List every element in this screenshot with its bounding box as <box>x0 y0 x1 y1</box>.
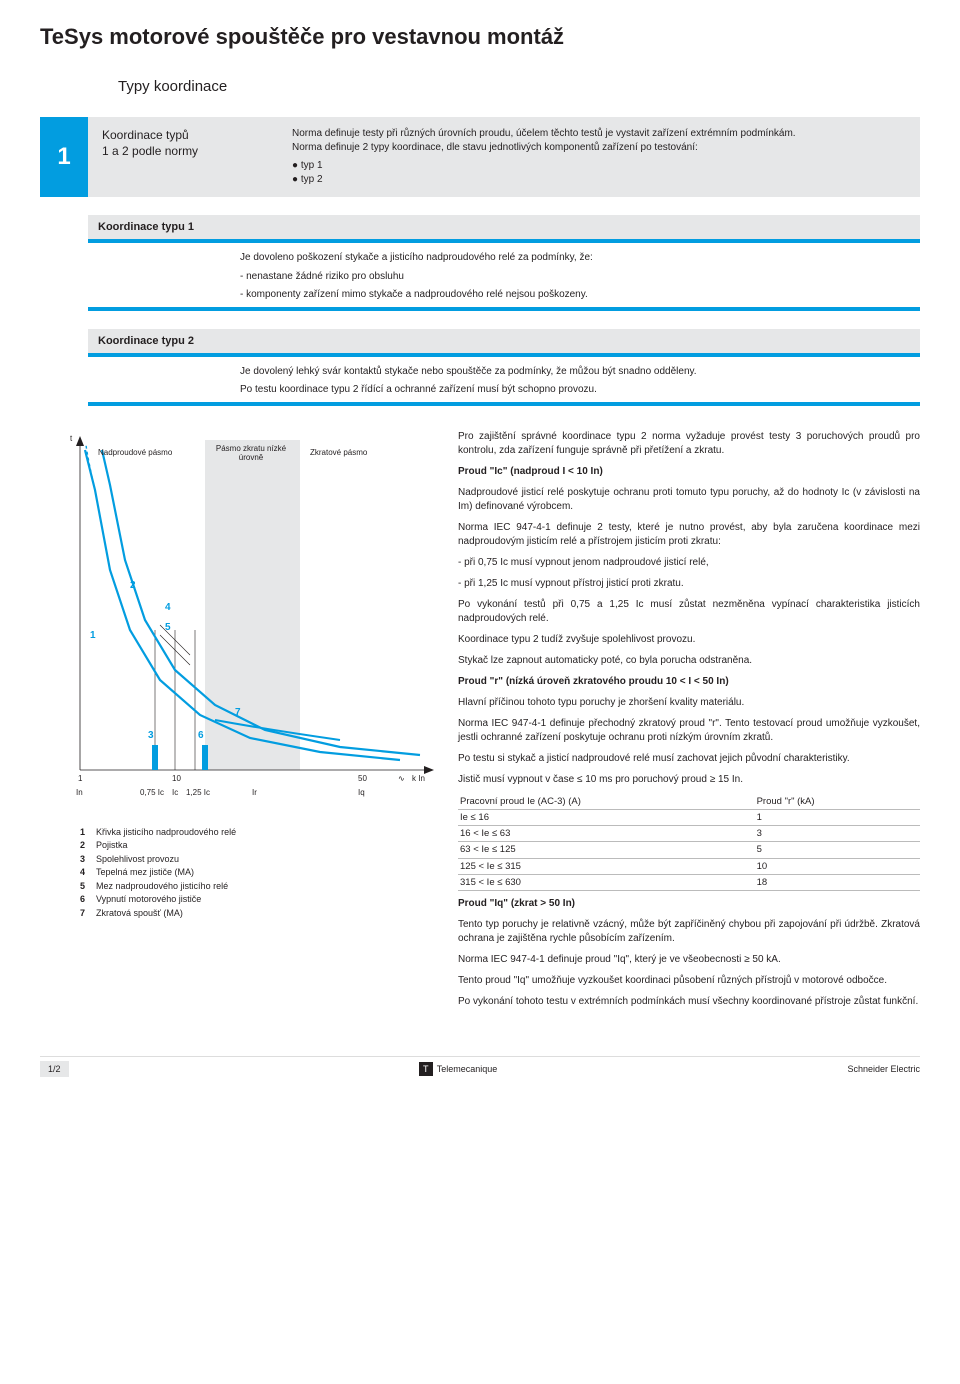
x-right-sym: ∿ <box>398 774 405 783</box>
legend-n-4: 4 <box>80 866 90 880</box>
rc-p8a: Norma IEC 947-4-1 definuje proud "Iq", k… <box>458 953 920 967</box>
rc-p8b: Tento proud "Iq" umožňuje vyzkoušet koor… <box>458 974 920 988</box>
rc-p9: Po vykonání tohoto testu v extrémních po… <box>458 995 920 1009</box>
koord2-line2: Po testu koordinace typu 2 řídící a ochr… <box>240 383 920 398</box>
page-number: 1/2 <box>40 1061 69 1077</box>
section-number: 1 <box>40 117 88 197</box>
rc-h3: Proud "Iq" (zkrat > 50 In) <box>458 897 920 911</box>
chart-marker-6: 6 <box>198 730 204 741</box>
coordination-chart: t Nadproudové pásmo Pásmo zkratu nízké ú… <box>40 430 440 810</box>
main-section: 1 Koordinace typů 1 a 2 podle normy Norm… <box>40 117 920 197</box>
xsub-iq: Iq <box>358 788 365 797</box>
page-subtitle: Typy koordinace <box>118 78 920 95</box>
rc-p3a: - při 0,75 Ic musí vypnout jenom nadprou… <box>458 556 920 570</box>
rc-p5: Hlavní příčinou tohoto typu poruchy je z… <box>458 696 920 710</box>
rc-p4b: Stykač lze zapnout automaticky poté, co … <box>458 654 920 668</box>
brand-mid-text: Telemecanique <box>437 1064 498 1074</box>
xsub-ic: Ic <box>172 788 178 797</box>
legend-n-1: 1 <box>80 826 90 840</box>
xsub-in: In <box>76 788 83 797</box>
brand-right: Schneider Electric <box>847 1064 920 1074</box>
current-table: Pracovní proud Ie (AC-3) (A)Proud "r" (k… <box>458 794 920 892</box>
tr3c0: 125 < Ie ≤ 315 <box>458 858 727 874</box>
page-title: TeSys motorové spouštěče pro vestavnou m… <box>40 24 920 50</box>
rc-p7: Po testu si stykač a jisticí nadproudové… <box>458 752 920 766</box>
section-heading-1: Koordinace typů <box>102 127 262 143</box>
chart-y-label: t <box>70 434 72 443</box>
x-right-unit: k In <box>412 774 425 783</box>
section-heading-2: 1 a 2 podle normy <box>102 143 262 159</box>
brand-icon: T <box>419 1062 433 1076</box>
rc-p2: Nadproudové jisticí relé poskytuje ochra… <box>458 486 920 514</box>
th-1: Proud "r" (kA) <box>727 794 920 810</box>
tr4c0: 315 < Ie ≤ 630 <box>458 874 727 890</box>
chart-marker-7: 7 <box>235 707 241 718</box>
legend-n-2: 2 <box>80 839 90 853</box>
legend-t-5: Mez nadproudového jisticího relé <box>96 880 228 894</box>
zone-sc: Zkratové pásmo <box>310 448 367 457</box>
legend-t-1: Křivka jisticího nadproudového relé <box>96 826 236 840</box>
chart-marker-3: 3 <box>148 730 154 741</box>
tr0c1: 1 <box>727 809 920 825</box>
xtick-1: 1 <box>78 774 82 783</box>
legend-t-3: Spolehlivost provozu <box>96 853 179 867</box>
tr1c1: 3 <box>727 826 920 842</box>
rc-p3: Norma IEC 947-4-1 definuje 2 testy, kter… <box>458 521 920 549</box>
tr2c1: 5 <box>727 842 920 858</box>
right-column: Pro zajištění správné koordinace typu 2 … <box>458 430 920 1017</box>
rc-p4: Po vykonání testů při 0,75 a 1,25 Ic mus… <box>458 598 920 626</box>
chart-marker-5: 5 <box>165 622 171 633</box>
section-intro2: Norma definuje 2 typy koordinace, dle st… <box>292 141 906 155</box>
legend-t-2: Pojistka <box>96 839 128 853</box>
koord2-line1: Je dovolený lehký svár kontaktů stykače … <box>240 365 920 380</box>
xsub-ir: Ir <box>252 788 257 797</box>
koord1-title: Koordinace typu 1 <box>88 215 920 239</box>
chart-marker-2: 2 <box>130 580 136 591</box>
rc-p6: Norma IEC 947-4-1 definuje přechodný zkr… <box>458 717 920 745</box>
koord1-line2: - nenastane žádné riziko pro obsluhu <box>240 270 920 285</box>
rc-p1: Pro zajištění správné koordinace typu 2 … <box>458 430 920 458</box>
rc-p4a: Koordinace typu 2 tudíž zvyšuje spolehli… <box>458 633 920 647</box>
koord1-block: Koordinace typu 1 Je dovoleno poškození … <box>40 215 920 311</box>
section-intro: Norma definuje testy při různých úrovníc… <box>292 127 906 141</box>
koord1-line1: Je dovoleno poškození stykače a jisticíh… <box>240 251 920 266</box>
koord2-block: Koordinace typu 2 Je dovolený lehký svár… <box>40 329 920 406</box>
xsub-075ic: 0,75 Ic <box>140 788 164 797</box>
legend-t-4: Tepelná mez jističe (MA) <box>96 866 194 880</box>
tr0c0: Ie ≤ 16 <box>458 809 727 825</box>
tr1c0: 16 < Ie ≤ 63 <box>458 826 727 842</box>
rc-p3b: - při 1,25 Ic musí vypnout přístroj jist… <box>458 577 920 591</box>
tr3c1: 10 <box>727 858 920 874</box>
rc-h2: Proud "r" (nízká úroveň zkratového proud… <box>458 675 920 689</box>
tr4c1: 18 <box>727 874 920 890</box>
zone-overload: Nadproudové pásmo <box>98 448 172 457</box>
rc-h1: Proud "Ic" (nadproud I < 10 In) <box>458 465 920 479</box>
chart-legend: 1 Křivka jisticího nadproudového relé 2 Po… <box>80 826 440 921</box>
xtick-10: 10 <box>172 774 181 783</box>
xtick-50: 50 <box>358 774 367 783</box>
bullet-1: typ 1 <box>292 159 906 173</box>
koord2-title: Koordinace typu 2 <box>88 329 920 353</box>
tr2c0: 63 < Ie ≤ 125 <box>458 842 727 858</box>
bullet-2: typ 2 <box>292 173 906 187</box>
page-footer: 1/2 T Telemecanique Schneider Electric <box>40 1056 920 1081</box>
legend-n-6: 6 <box>80 893 90 907</box>
legend-t-6: Vypnutí motorového jističe <box>96 893 201 907</box>
legend-n-5: 5 <box>80 880 90 894</box>
koord1-line3: - komponenty zařízení mimo stykače a nad… <box>240 288 920 303</box>
legend-n-3: 3 <box>80 853 90 867</box>
rc-p7a: Jistič musí vypnout v čase ≤ 10 ms pro p… <box>458 773 920 787</box>
zone-low-sc: Pásmo zkratu nízké úrovně <box>208 444 294 462</box>
chart-marker-4: 4 <box>165 602 171 613</box>
legend-t-7: Zkratová spoušť (MA) <box>96 907 183 921</box>
legend-n-7: 7 <box>80 907 90 921</box>
rc-p8: Tento typ poruchy je relativně vzácný, m… <box>458 918 920 946</box>
chart-marker-1: 1 <box>90 630 96 641</box>
th-0: Pracovní proud Ie (AC-3) (A) <box>458 794 727 810</box>
xsub-125ic: 1,25 Ic <box>186 788 210 797</box>
